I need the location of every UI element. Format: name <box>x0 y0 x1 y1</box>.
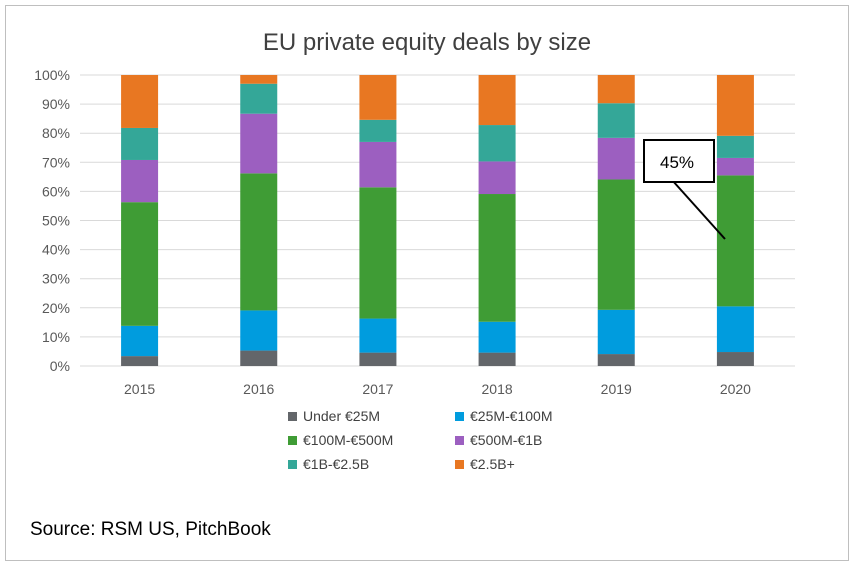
bar-segment <box>716 157 754 176</box>
y-tick-label: 0% <box>50 358 70 374</box>
legend-label: Under €25M <box>303 408 380 424</box>
y-tick-label: 20% <box>42 300 70 316</box>
x-tick-label: 2015 <box>124 381 155 397</box>
bar-segment <box>121 202 159 326</box>
y-tick-label: 10% <box>42 329 70 345</box>
bar-segment <box>716 135 754 158</box>
legend-swatch <box>288 412 297 421</box>
bar-segment <box>716 352 754 366</box>
chart-frame <box>5 5 849 561</box>
bar-segment <box>240 75 278 84</box>
bar-segment <box>359 75 397 120</box>
x-tick-label: 2018 <box>482 381 513 397</box>
bar-segment <box>240 350 278 366</box>
bar-segment <box>597 75 635 104</box>
x-tick-label: 2016 <box>243 381 274 397</box>
x-tick-label: 2019 <box>601 381 632 397</box>
bar-segment <box>597 309 635 355</box>
bar-segment <box>359 141 397 188</box>
legend-swatch <box>455 412 464 421</box>
bar-segment <box>716 175 754 307</box>
legend-swatch <box>455 436 464 445</box>
legend-label: €500M-€1B <box>470 432 542 448</box>
legend-label: €1B-€2.5B <box>303 456 369 472</box>
legend-swatch <box>455 460 464 469</box>
bar-segment <box>716 75 754 136</box>
callout-leader-line <box>671 179 726 240</box>
bar-segment <box>359 119 397 142</box>
bar-segment <box>240 173 278 311</box>
bar-segment <box>716 306 754 353</box>
x-tick-label: 2017 <box>362 381 393 397</box>
y-tick-label: 90% <box>42 96 70 112</box>
y-tick-label: 30% <box>42 271 70 287</box>
bar-segment <box>121 75 159 128</box>
callout-box <box>643 139 715 183</box>
bar-segment <box>240 113 278 174</box>
legend-swatch <box>288 436 297 445</box>
chart-title: EU private equity deals by size <box>263 29 591 56</box>
bar-segment <box>597 137 635 180</box>
y-tick-label: 80% <box>42 125 70 141</box>
legend-swatch <box>288 460 297 469</box>
legend-label: €25M-€100M <box>470 408 553 424</box>
y-tick-label: 40% <box>42 242 70 258</box>
bar-segment <box>359 187 397 319</box>
y-tick-label: 60% <box>42 183 70 199</box>
bar-segment <box>478 75 516 126</box>
y-tick-label: 100% <box>34 67 70 83</box>
source-note: Source: RSM US, PitchBook <box>30 519 271 540</box>
bar-segment <box>121 127 159 160</box>
legend-label: €100M-€500M <box>303 432 393 448</box>
bar-segment <box>478 161 516 195</box>
bar-segment <box>121 356 159 366</box>
legend-label: €2.5B+ <box>470 456 515 472</box>
y-tick-label: 50% <box>42 213 70 229</box>
bar-segment <box>597 354 635 366</box>
bar-segment <box>597 103 635 138</box>
bar-segment <box>121 159 159 203</box>
bar-segment <box>121 325 159 357</box>
bar-segment <box>240 310 278 351</box>
callout-label: 45% <box>660 153 694 172</box>
bar-segment <box>478 194 516 322</box>
bar-segment <box>597 179 635 310</box>
y-tick-label: 70% <box>42 154 70 170</box>
x-tick-label: 2020 <box>720 381 751 397</box>
bar-segment <box>478 321 516 353</box>
bar-segment <box>478 352 516 366</box>
bar-segment <box>240 83 278 114</box>
bar-segment <box>478 125 516 162</box>
bar-segment <box>359 318 397 353</box>
bar-segment <box>359 352 397 366</box>
